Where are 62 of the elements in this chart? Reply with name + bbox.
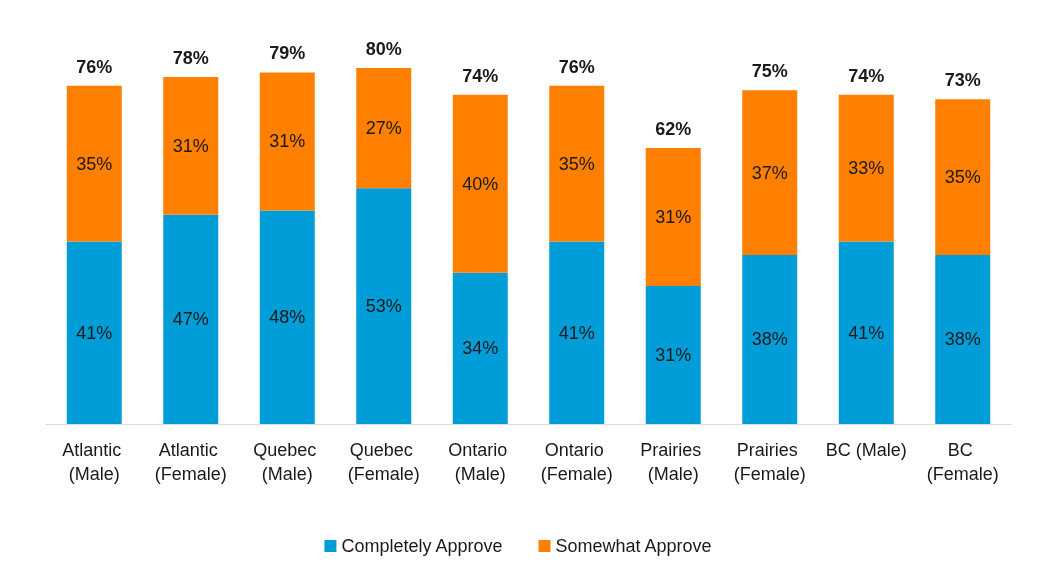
x-tick-label: BC (Male) — [825, 440, 907, 460]
total-label: 78% — [172, 47, 209, 68]
bar — [452, 272, 508, 424]
bar — [549, 85, 605, 242]
data-label: 40% — [462, 173, 499, 194]
bar — [935, 254, 991, 424]
data-label: 34% — [462, 338, 499, 359]
data-label: 37% — [751, 162, 788, 183]
data-label: 31% — [655, 207, 692, 228]
legend-label: Somewhat Approve — [555, 536, 712, 556]
data-label: 35% — [944, 167, 981, 188]
bar — [645, 286, 701, 424]
x-tick-label: Prairies (Male) — [640, 440, 707, 484]
total-label: 73% — [944, 70, 981, 91]
x-tick-label: Prairies (Female) — [733, 440, 806, 484]
bar — [163, 76, 219, 215]
legend-label: Completely Approve — [341, 536, 503, 556]
total-label: 80% — [365, 39, 402, 59]
total-label: 74% — [848, 65, 885, 86]
total-label: 74% — [462, 65, 499, 86]
bar — [838, 241, 894, 424]
data-label: 31% — [655, 345, 692, 366]
bar — [356, 68, 412, 189]
total-label: 62% — [655, 119, 692, 140]
bar — [66, 85, 122, 242]
x-tick-label: Quebec (Male) — [253, 440, 322, 484]
bar — [452, 94, 508, 273]
data-label: 38% — [944, 329, 981, 350]
bar — [259, 72, 315, 211]
total-label: 76% — [76, 56, 113, 77]
data-label: 27% — [365, 118, 402, 139]
bar — [66, 241, 122, 424]
data-label: 31% — [269, 131, 306, 152]
data-label: 41% — [848, 322, 885, 343]
x-tick-label: Ontario (Female) — [540, 440, 613, 484]
bar — [742, 254, 798, 424]
data-label: 35% — [76, 153, 113, 174]
x-tick-label: Ontario (Male) — [448, 440, 513, 484]
data-label: 53% — [365, 296, 402, 317]
data-label: 35% — [558, 153, 595, 174]
total-label: 75% — [751, 61, 788, 82]
bar — [645, 148, 701, 287]
bar — [259, 210, 315, 424]
x-tick-label: Quebec (Female) — [347, 440, 420, 484]
data-label: 38% — [751, 329, 788, 350]
data-label: 48% — [269, 307, 306, 328]
bar — [838, 94, 894, 242]
x-tick-label: Atlantic (Male) — [62, 440, 127, 484]
data-label: 41% — [76, 322, 113, 343]
bar — [163, 214, 219, 424]
data-label: 33% — [848, 158, 885, 179]
data-label: 41% — [558, 322, 595, 343]
x-tick-label: Atlantic (Female) — [154, 440, 227, 484]
x-tick-label: BC (Female) — [926, 440, 999, 484]
data-label: 47% — [172, 309, 209, 330]
bar — [356, 188, 412, 424]
data-label: 31% — [172, 135, 209, 156]
total-label: 76% — [558, 56, 595, 77]
total-label: 79% — [269, 43, 306, 64]
bar — [935, 99, 991, 255]
bar — [549, 241, 605, 424]
bar — [742, 90, 798, 255]
